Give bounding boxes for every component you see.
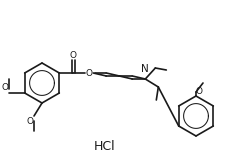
Text: O: O: [70, 51, 77, 59]
Text: N: N: [141, 64, 149, 74]
Text: O: O: [196, 87, 203, 95]
Text: HCl: HCl: [94, 139, 116, 153]
Text: O: O: [26, 117, 34, 126]
Text: O: O: [86, 69, 93, 77]
Text: O: O: [2, 83, 9, 92]
